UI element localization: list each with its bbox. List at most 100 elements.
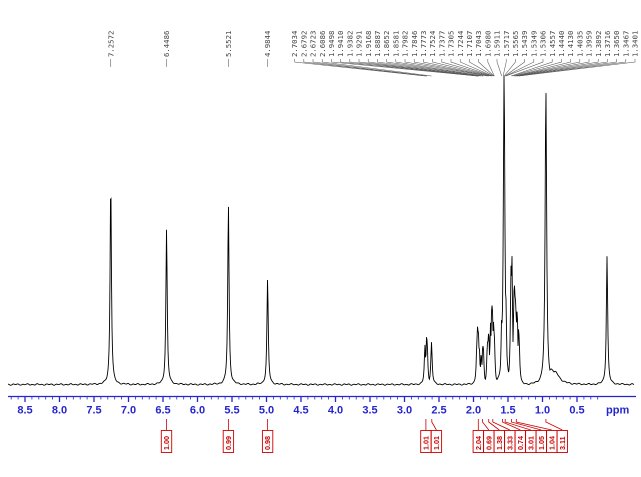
peak-label-connector bbox=[432, 59, 491, 77]
peak-label: 1.7107 bbox=[465, 31, 474, 57]
peak-label-connector bbox=[505, 59, 544, 77]
peak-label-connector bbox=[404, 59, 488, 77]
peak-label-connector bbox=[303, 59, 427, 77]
peak-label-connector bbox=[505, 59, 535, 77]
integral-connector bbox=[482, 419, 490, 431]
x-axis-tick-label: 2.0 bbox=[466, 405, 481, 417]
peak-label: 1.5306 bbox=[539, 31, 548, 57]
peak-label-connector bbox=[502, 59, 507, 77]
peak-label: 1.5349 bbox=[529, 31, 538, 57]
peak-label: 1.4557 bbox=[548, 31, 557, 57]
peak-label: 1.5717 bbox=[502, 31, 511, 57]
x-axis-tick-label: 4.5 bbox=[293, 405, 308, 417]
peak-label: 6.4486 bbox=[162, 31, 171, 57]
x-axis-tick-label: 4.0 bbox=[328, 405, 343, 417]
peak-label: 1.7982 bbox=[401, 31, 410, 57]
x-axis-tick-label: 6.0 bbox=[190, 405, 205, 417]
x-axis-tick-label: 3.0 bbox=[397, 405, 412, 417]
integral-value: 3.11 bbox=[558, 436, 567, 450]
peak-label-connector bbox=[395, 59, 484, 77]
integral-connector bbox=[504, 419, 531, 431]
peak-label: 1.3716 bbox=[603, 31, 612, 57]
integral-value: 1.04 bbox=[547, 436, 556, 450]
peak-label: 1.3467 bbox=[621, 31, 630, 57]
peak-label: 1.3650 bbox=[612, 31, 621, 57]
x-axis-tick-label: 8.0 bbox=[52, 405, 67, 417]
peak-label: 1.8887 bbox=[373, 31, 382, 57]
peak-label: 1.7846 bbox=[410, 31, 419, 57]
x-axis-tick-label: 1.0 bbox=[535, 405, 550, 417]
peak-label: 1.7773 bbox=[419, 31, 428, 57]
integral-value: 1.01 bbox=[432, 436, 441, 450]
integral-value: 0.99 bbox=[224, 436, 233, 450]
integral-value: 1.00 bbox=[162, 436, 171, 450]
peak-labels: 7.2572 6.4486 5.5521 4.9844 2.7034 2.6792 2.67… bbox=[106, 30, 640, 77]
peak-label: 1.7524 bbox=[428, 30, 437, 57]
peak-label-connector bbox=[349, 59, 478, 77]
integral-box bbox=[160, 430, 173, 453]
x-axis-tick-label: 7.0 bbox=[121, 405, 136, 417]
peak-label: 1.7244 bbox=[456, 30, 465, 57]
peak-label-connector bbox=[514, 59, 581, 77]
peak-label-connector bbox=[459, 59, 493, 77]
integral-connector bbox=[545, 419, 563, 431]
peak-label: 5.5521 bbox=[224, 31, 233, 57]
x-axis-tick-label: 1.5 bbox=[500, 405, 515, 417]
peak-label: 1.3892 bbox=[594, 31, 603, 57]
peak-label-connector bbox=[441, 59, 492, 77]
peak-label-connector bbox=[511, 59, 562, 77]
integral-value: 1.05 bbox=[537, 436, 546, 450]
peak-label-connector bbox=[386, 59, 483, 77]
peak-label: 2.6792 bbox=[299, 31, 308, 57]
peak-label-connector bbox=[294, 59, 426, 77]
peak-label-connector bbox=[321, 59, 432, 77]
peak-label: 1.7377 bbox=[437, 31, 446, 57]
peak-label: 1.3959 bbox=[585, 31, 594, 57]
peak-label: 1.5565 bbox=[511, 31, 520, 57]
integral-connector bbox=[510, 419, 542, 431]
peak-label-connector bbox=[513, 59, 571, 77]
peak-label-connector bbox=[331, 59, 478, 77]
peak-label: 1.9498 bbox=[327, 31, 336, 57]
peak-label: 1.7305 bbox=[447, 31, 456, 57]
peak-label-connector bbox=[496, 59, 502, 77]
peak-label: 1.9168 bbox=[364, 31, 373, 57]
integral-box bbox=[222, 430, 235, 453]
integral-box bbox=[430, 430, 443, 453]
peak-label: 1.6980 bbox=[483, 31, 492, 57]
peak-label: 2.6086 bbox=[318, 31, 327, 57]
x-axis-tick-label: 5.0 bbox=[259, 405, 274, 417]
peak-label: 1.5439 bbox=[520, 31, 529, 57]
peak-label-connector bbox=[516, 59, 608, 77]
peak-label-connector bbox=[367, 59, 480, 77]
x-axis-tick-label: 6.5 bbox=[155, 405, 170, 417]
integral-connector bbox=[515, 419, 552, 431]
integral-connector bbox=[431, 419, 437, 431]
peak-label-connector bbox=[312, 59, 428, 77]
peak-label: 1.4035 bbox=[575, 31, 584, 57]
x-axis-tick-label: 5.5 bbox=[224, 405, 239, 417]
integral-connector bbox=[488, 419, 500, 431]
integral-value: 0.74 bbox=[516, 436, 525, 450]
peak-label-connector bbox=[469, 59, 494, 77]
peak-label-connector bbox=[515, 59, 599, 77]
x-axis-tick-label: 0.5 bbox=[569, 405, 584, 417]
peak-label-connector bbox=[413, 59, 489, 77]
peak-label: 1.7043 bbox=[474, 31, 483, 57]
integral-connector bbox=[492, 419, 510, 431]
x-axis-tick-label: 7.5 bbox=[86, 405, 101, 417]
peak-label-connector bbox=[511, 59, 553, 77]
peak-label: 1.8652 bbox=[382, 31, 391, 57]
peak-label-connector bbox=[423, 59, 489, 77]
peak-label-connector bbox=[450, 59, 493, 77]
peak-label-connector bbox=[358, 59, 479, 77]
peak-label: 4.9844 bbox=[263, 30, 272, 57]
peak-label: 1.5911 bbox=[493, 31, 502, 57]
integral-value: 0.98 bbox=[263, 436, 272, 450]
integral-box bbox=[556, 430, 568, 453]
peak-label-connector bbox=[478, 59, 495, 77]
peak-label: 1.8581 bbox=[391, 31, 400, 57]
peak-label-connector bbox=[517, 59, 617, 77]
nmr-trace bbox=[8, 75, 635, 386]
